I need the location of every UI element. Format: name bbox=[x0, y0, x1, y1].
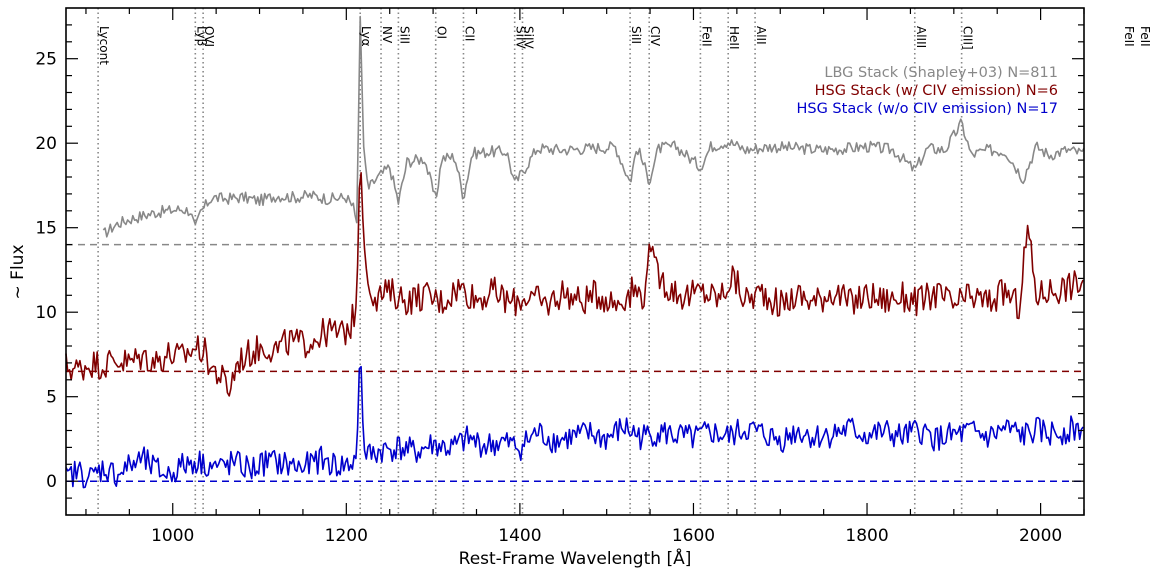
y-tick-label-5: 25 bbox=[35, 50, 57, 70]
legend-entry-0: LBG Stack (Shapley+03) N=811 bbox=[824, 65, 1058, 81]
legend: LBG Stack (Shapley+03) N=811 HSG Stack (w… bbox=[796, 65, 1058, 117]
x-tick-label-5: 2000 bbox=[1019, 526, 1062, 546]
series-group bbox=[65, 15, 1085, 489]
line-label-11: CIV bbox=[648, 26, 662, 47]
line-label-18: FeII bbox=[1138, 26, 1152, 47]
line-label-4: NV bbox=[380, 26, 394, 44]
line-label-16: CIII] bbox=[961, 26, 975, 50]
series-line-2 bbox=[65, 365, 1084, 489]
x-tick-label-2: 1400 bbox=[498, 526, 541, 546]
series-line-1 bbox=[65, 172, 1084, 397]
line-label-2: OVI bbox=[202, 26, 216, 47]
x-tick-label-1: 1200 bbox=[325, 526, 368, 546]
line-label-13: HeII bbox=[727, 26, 741, 49]
line-label-6: OI bbox=[435, 26, 449, 39]
line-label-1: Lyβ bbox=[194, 26, 208, 46]
x-tick-label-0: 1000 bbox=[151, 526, 194, 546]
y-tick-label-4: 20 bbox=[35, 134, 57, 154]
y-tick-label-2: 10 bbox=[35, 303, 57, 323]
y-tick-label-1: 5 bbox=[46, 388, 57, 408]
legend-entry-2: HSG Stack (w/o CIV emission) N=17 bbox=[796, 101, 1058, 117]
y-axis-label: ~ Flux bbox=[8, 245, 28, 300]
line-label-8: SiIV bbox=[514, 26, 528, 49]
line-label-5: SiII bbox=[397, 26, 411, 44]
y-tick-label-3: 15 bbox=[35, 219, 57, 239]
line-label-9: SiIV bbox=[522, 26, 536, 49]
line-label-12: FeII bbox=[699, 26, 713, 47]
line-label-14: AlII bbox=[754, 26, 768, 45]
x-tick-label-4: 1800 bbox=[845, 526, 888, 546]
line-label-3: Lyα bbox=[359, 26, 373, 47]
spectral-line-markers bbox=[97, 8, 963, 515]
x-tick-label-3: 1600 bbox=[672, 526, 715, 546]
y-tick-label-0: 0 bbox=[46, 472, 57, 492]
line-label-7: CII bbox=[463, 26, 477, 41]
x-axis-label: Rest-Frame Wavelength [Å] bbox=[459, 547, 692, 569]
series-line-0 bbox=[102, 15, 1085, 238]
line-label-17: FeII bbox=[1122, 26, 1136, 47]
axes-group: 1000 1200 1400 1600 1800 2000 0 5 10 15 20 25 bbox=[35, 7, 1085, 546]
line-label-10: SiII bbox=[629, 26, 643, 44]
line-label-15: AlIII bbox=[914, 26, 928, 48]
line-label-0: Lycont bbox=[97, 26, 111, 65]
legend-entry-1: HSG Stack (w/ CIV emission) N=6 bbox=[815, 83, 1058, 99]
